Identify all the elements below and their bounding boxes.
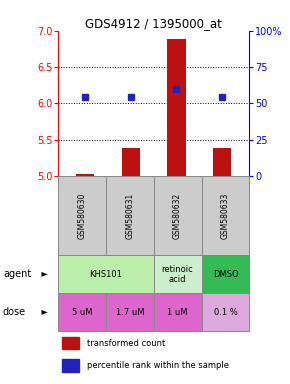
Text: GSM580630: GSM580630 xyxy=(77,192,86,239)
Text: GSM580633: GSM580633 xyxy=(221,192,230,239)
Text: 0.1 %: 0.1 % xyxy=(214,308,237,317)
Text: agent: agent xyxy=(3,269,31,280)
FancyBboxPatch shape xyxy=(202,176,249,255)
FancyBboxPatch shape xyxy=(202,255,249,293)
Text: dose: dose xyxy=(3,307,26,318)
Bar xyxy=(167,40,186,176)
Bar xyxy=(76,174,95,176)
Text: GSM580632: GSM580632 xyxy=(173,192,182,239)
FancyBboxPatch shape xyxy=(58,293,106,331)
Bar xyxy=(62,337,79,349)
FancyBboxPatch shape xyxy=(58,255,154,293)
Text: DMSO: DMSO xyxy=(213,270,238,279)
Bar xyxy=(122,148,140,176)
Bar xyxy=(213,148,231,176)
Bar xyxy=(62,359,79,372)
Text: percentile rank within the sample: percentile rank within the sample xyxy=(87,361,229,370)
FancyBboxPatch shape xyxy=(202,293,249,331)
Text: GSM580631: GSM580631 xyxy=(125,192,134,239)
FancyBboxPatch shape xyxy=(106,176,154,255)
FancyBboxPatch shape xyxy=(58,176,106,255)
Text: 1.7 uM: 1.7 uM xyxy=(115,308,144,317)
Text: 1 uM: 1 uM xyxy=(167,308,188,317)
Text: transformed count: transformed count xyxy=(87,339,165,348)
Text: retinoic
acid: retinoic acid xyxy=(162,265,193,284)
Text: 5 uM: 5 uM xyxy=(72,308,92,317)
FancyBboxPatch shape xyxy=(106,293,154,331)
FancyBboxPatch shape xyxy=(154,255,202,293)
FancyBboxPatch shape xyxy=(154,293,202,331)
FancyBboxPatch shape xyxy=(154,176,202,255)
Text: KHS101: KHS101 xyxy=(89,270,122,279)
Text: GDS4912 / 1395000_at: GDS4912 / 1395000_at xyxy=(85,17,222,30)
